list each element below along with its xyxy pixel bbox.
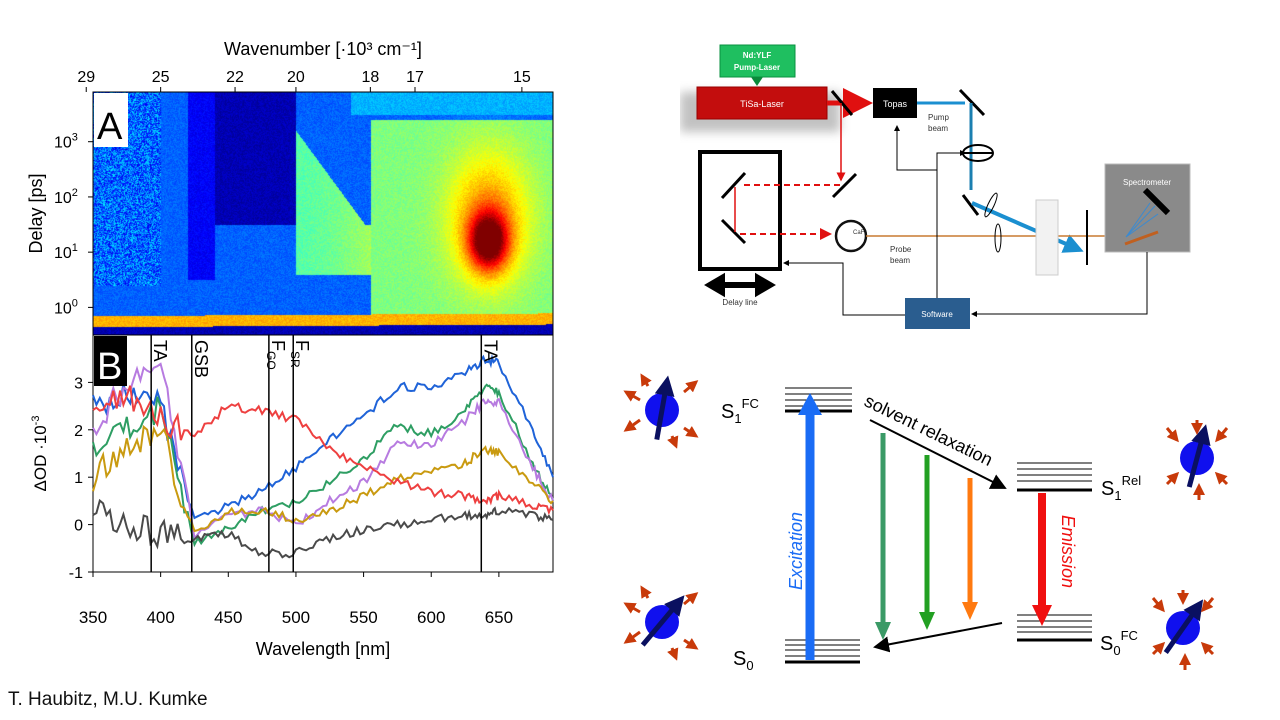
spectra xyxy=(93,357,553,557)
tisa-laser-label: TiSa-Laser xyxy=(740,99,784,109)
caf-window xyxy=(836,221,866,251)
solvent-arrow-icon xyxy=(684,594,696,604)
x-tick-label-b: 350 xyxy=(79,608,107,627)
solvent-arrow-icon xyxy=(626,420,640,430)
solvent-arrow-icon xyxy=(626,604,640,612)
software-label: Software xyxy=(921,310,953,319)
panel-label-a: A xyxy=(97,106,123,148)
x-tick-label-b: 500 xyxy=(282,608,310,627)
y-tick-label-b: 2 xyxy=(74,423,83,440)
panel-label-b: B xyxy=(97,346,122,388)
marker-label: TA xyxy=(150,340,170,362)
solvent-arrow-icon xyxy=(1167,474,1177,484)
solvent-arrow-icon xyxy=(1203,598,1213,610)
x-tick-label-b: 650 xyxy=(485,608,513,627)
sample-cuvette xyxy=(1036,200,1058,275)
s0-label: S0 xyxy=(733,648,754,673)
x-axis-label-b: Wavelength [nm] xyxy=(256,639,390,659)
y-tick-label-b: 0 xyxy=(74,518,83,535)
y-tick-label-a: 103 xyxy=(54,132,78,152)
solvent-arrow-icon xyxy=(684,428,696,436)
solvent-arrow-icon xyxy=(626,392,640,400)
pump-laser-label: Nd:YLF xyxy=(743,51,772,60)
y-axis-label-b: ΔOD ·10-3 xyxy=(30,416,50,492)
y-tick-label-b: -1 xyxy=(69,565,83,582)
x-tick-label-b: 450 xyxy=(214,608,242,627)
probe-beam-label: beam xyxy=(890,256,910,265)
solvent-arrow-icon xyxy=(1217,474,1227,484)
pump-beam-label: beam xyxy=(928,124,948,133)
solvent-arrow-icon xyxy=(626,632,640,642)
solvent-arrow-icon xyxy=(672,648,676,658)
x-tick-label-b: 550 xyxy=(349,608,377,627)
setup-diagram: Nd:YLF Pump-Laser TiSa-Laser Topas Pump … xyxy=(680,40,1200,350)
energy-level-diagram: Excitation solvent relaxation Emission S… xyxy=(580,360,1280,710)
probe-beam-label: Probe xyxy=(890,245,912,254)
marker-label: FSR xyxy=(288,340,312,368)
solvent-arrow-icon xyxy=(1153,644,1163,654)
y-tick-label-b: 1 xyxy=(74,470,83,487)
y-tick-label-b: 3 xyxy=(74,375,83,392)
topas-label: Topas xyxy=(883,99,908,109)
marker-label: GSB xyxy=(191,340,211,378)
s1fc-label: S1FC xyxy=(721,396,759,426)
solvent-arrow-icon xyxy=(684,382,696,392)
delay-line-label: Delay line xyxy=(722,298,758,307)
series-line-blue xyxy=(93,357,553,518)
double-arrow-icon xyxy=(710,278,770,292)
solvent-arrow-icon xyxy=(642,376,648,386)
solvent-arrow-icon xyxy=(642,588,648,598)
solvent-arrow-icon xyxy=(1153,598,1163,610)
solvent-arrow-icon xyxy=(1167,428,1177,440)
s0fc-label: S0FC xyxy=(1100,628,1138,658)
panel-a-frame xyxy=(93,92,553,335)
pump-laser-label: Pump-Laser xyxy=(734,63,780,72)
y-tick-label-a: 100 xyxy=(54,297,78,317)
x-tick-label-b: 600 xyxy=(417,608,445,627)
solvent-arrow-icon xyxy=(1217,428,1227,440)
top-tick-label: 20 xyxy=(287,69,305,86)
y-axis-label-a: Delay [ps] xyxy=(26,173,46,253)
solvent-arrow-icon xyxy=(672,436,676,446)
top-tick-label: 25 xyxy=(152,69,170,86)
author-credit: T. Haubitz, M.U. Kumke xyxy=(8,689,208,711)
marker-label: FGO xyxy=(264,340,288,370)
delay-line-box xyxy=(700,152,780,269)
top-tick-label: 22 xyxy=(226,69,244,86)
s1rel-label: S1Rel xyxy=(1101,473,1141,503)
marker-label: TA xyxy=(480,340,500,362)
caf-label: CaF xyxy=(853,230,865,236)
top-tick-label: 15 xyxy=(513,69,531,86)
chart-axes: Wavenumber [·10³ cm⁻¹]29 25 22 20 18 17 151001… xyxy=(0,0,600,690)
x-tick-label-b: 400 xyxy=(146,608,174,627)
pump-beam-label: Pump xyxy=(928,113,949,122)
top-tick-label: 29 xyxy=(77,69,95,86)
spectrometer-label: Spectrometer xyxy=(1123,178,1171,187)
solvent-arrow-icon xyxy=(684,640,696,648)
pump-laser-box xyxy=(720,45,795,77)
y-tick-label-a: 101 xyxy=(54,242,78,262)
top-axis-label: Wavenumber [·10³ cm⁻¹] xyxy=(224,39,422,59)
top-tick-label: 18 xyxy=(361,69,379,86)
emission-label: Emission xyxy=(1058,515,1078,588)
top-tick-label: 17 xyxy=(406,69,424,86)
y-tick-label-a: 102 xyxy=(54,187,78,207)
solvent-arrow-icon xyxy=(1203,644,1213,654)
excitation-label: Excitation xyxy=(786,512,806,590)
